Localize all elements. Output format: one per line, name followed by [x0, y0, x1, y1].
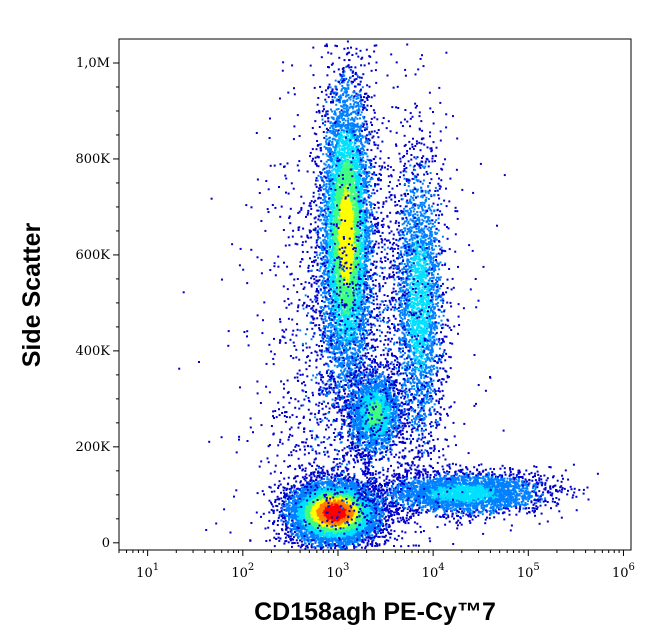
event-point [315, 479, 317, 481]
event-point [334, 547, 336, 549]
event-point [289, 504, 291, 506]
event-point [275, 505, 277, 507]
event-point [288, 511, 290, 513]
event-point [293, 497, 295, 499]
event-point [280, 484, 282, 486]
event-point [297, 534, 299, 536]
event-point [365, 546, 367, 548]
event-point [294, 542, 296, 544]
event-point [380, 532, 382, 534]
event-point [292, 539, 294, 541]
event-point [361, 547, 363, 549]
event-point [260, 516, 262, 518]
event-point [269, 500, 271, 502]
event-point [377, 532, 379, 534]
event-point [277, 496, 279, 498]
event-point [315, 468, 317, 470]
event-point [300, 529, 302, 531]
event-point [283, 489, 285, 491]
event-point [390, 529, 392, 531]
event-point [360, 482, 362, 484]
event-point [295, 481, 297, 483]
event-point [400, 517, 402, 519]
event-point [291, 491, 293, 493]
event-point [371, 540, 373, 542]
event-point [326, 476, 328, 478]
event-point [283, 521, 285, 523]
event-point [285, 537, 287, 539]
event-point [274, 484, 276, 486]
event-point [336, 541, 338, 543]
event-point [281, 529, 283, 531]
event-point [284, 518, 286, 520]
event-point [354, 478, 356, 480]
event-point [304, 529, 306, 531]
event-point [278, 537, 280, 539]
event-point [394, 538, 396, 540]
event-point [313, 461, 315, 463]
event-point [280, 538, 282, 540]
event-point [347, 474, 349, 476]
event-point [291, 542, 293, 544]
event-point [280, 492, 282, 494]
event-point [289, 517, 291, 519]
event-point [268, 511, 270, 513]
event-point [273, 520, 275, 522]
event-point [352, 537, 354, 539]
event-point [287, 531, 289, 533]
event-point [298, 545, 300, 547]
event-point [289, 501, 291, 503]
event-point [314, 542, 316, 544]
event-point [280, 497, 282, 499]
event-point [278, 533, 280, 535]
event-point [295, 534, 297, 536]
event-point [273, 490, 275, 492]
event-point [334, 475, 336, 477]
event-point [282, 524, 284, 526]
event-point [406, 514, 408, 516]
event-point [297, 542, 299, 544]
event-point [291, 546, 293, 548]
event-point [270, 502, 272, 504]
event-point [304, 548, 306, 550]
